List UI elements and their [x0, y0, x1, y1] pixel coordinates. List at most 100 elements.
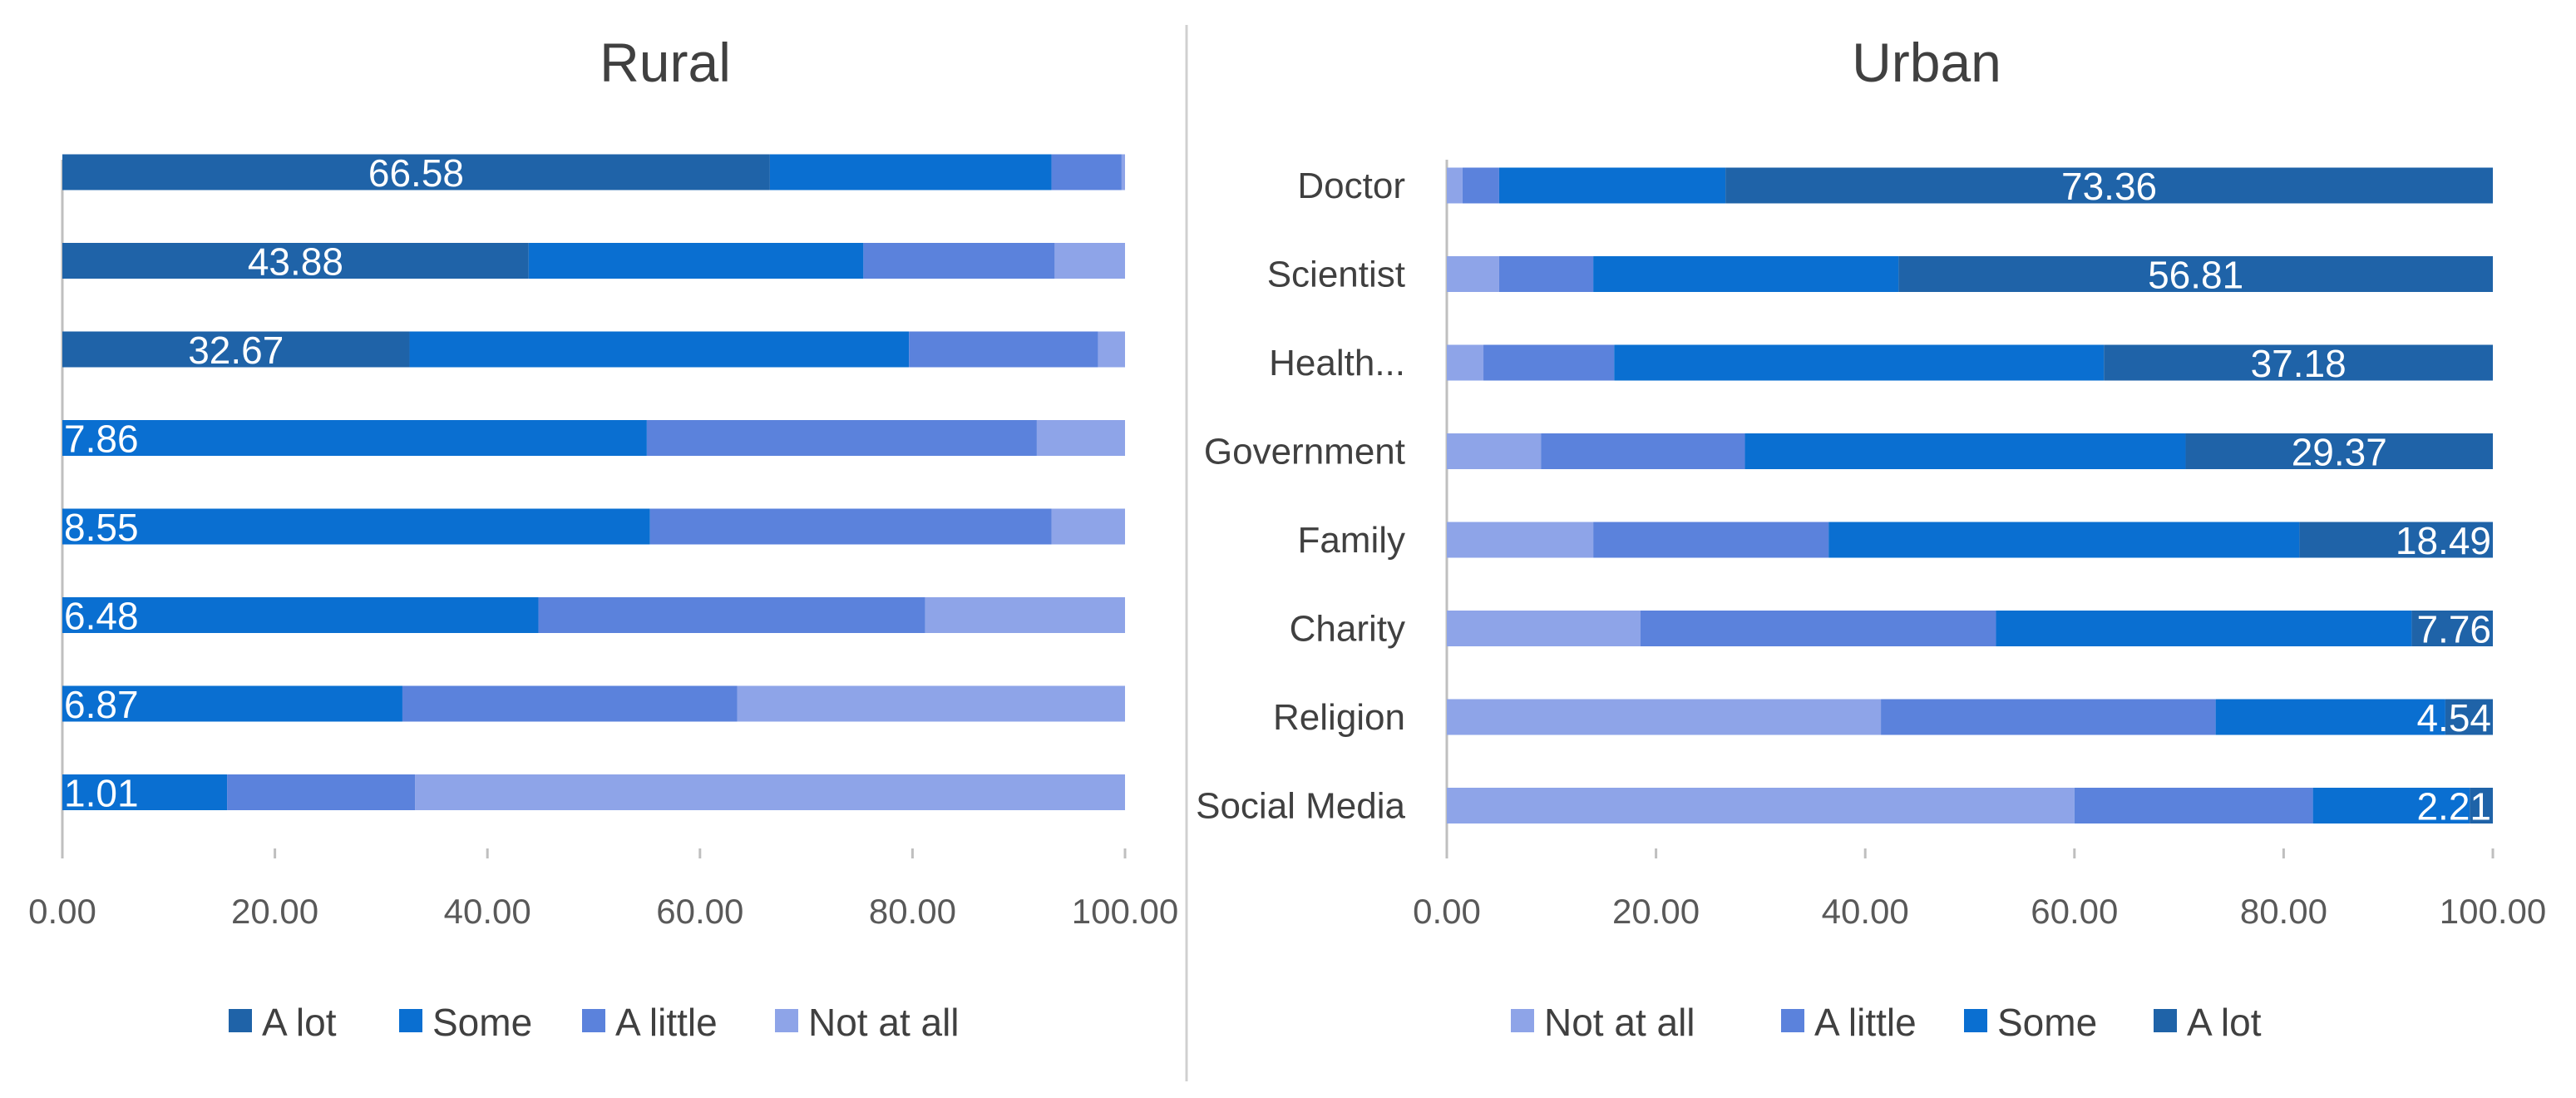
urban-data-label: 7.76 [2416, 608, 2491, 651]
urban-legend-swatch-a-little [1781, 1009, 1804, 1032]
rural-bar-a-little-scientist [863, 243, 1055, 279]
urban-bar-a-lot-social-media [2470, 788, 2493, 824]
rural-bar-a-little-doctor [1051, 154, 1122, 190]
urban-bar-some-scientist [1593, 256, 1899, 292]
urban-chart: Urban 0.00 20.00 40.00 60.00 80.00 100.00 Docto… [1196, 32, 2546, 1044]
rural-data-label: 66.58 [368, 151, 464, 195]
rural-data-label: 6.87 [64, 683, 139, 726]
urban-x-tick-label: 60.00 [2031, 892, 2118, 931]
rural-x-tick-label: 40.00 [444, 892, 531, 931]
rural-data-label: 1.01 [64, 772, 139, 815]
urban-bar-a-little-scientist [1498, 256, 1594, 292]
urban-category-label: Scientist [1267, 255, 1405, 295]
rural-legend-label-not-at-all: Not at all [808, 1001, 960, 1044]
rural-data-label: 43.88 [248, 240, 343, 284]
urban-x-tick-label: 100.00 [2440, 892, 2546, 931]
rural-x-tick-label: 20.00 [231, 892, 318, 931]
urban-bar-not-at-all-charity [1447, 611, 1641, 646]
rural-bar-some-doctor [769, 154, 1052, 190]
urban-bar-a-lot-religion [2445, 699, 2493, 735]
rural-bar-not-at-all-charity [925, 597, 1125, 633]
rural-legend-label-some: Some [432, 1001, 532, 1044]
rural-legend-label-a-little: A little [615, 1001, 718, 1044]
urban-x-tick-label: 80.00 [2240, 892, 2327, 931]
rural-data-label: 32.67 [188, 329, 284, 372]
rural-bar-a-lot-doctor [62, 154, 770, 190]
urban-bar-not-at-all-health [1447, 344, 1484, 381]
urban-bar-a-little-doctor [1462, 167, 1499, 204]
rural-legend-swatch-some [399, 1009, 422, 1032]
urban-category-label: Doctor [1297, 166, 1405, 206]
urban-bar-a-lot-health [2104, 344, 2493, 381]
urban-bar-not-at-all-family [1447, 522, 1594, 558]
urban-bar-some-doctor [1498, 167, 1726, 204]
rural-bar-a-lot-scientist [62, 243, 529, 279]
rural-data-label: 6.48 [64, 595, 139, 638]
urban-bar-not-at-all-social-media [1447, 788, 2075, 824]
urban-category-label: Government [1204, 432, 1405, 472]
rural-bar-some-health [409, 331, 910, 368]
urban-bar-some-family [1828, 522, 2300, 558]
urban-data-label: 4.54 [2416, 696, 2491, 739]
urban-category-label: Charity [1290, 609, 1405, 650]
urban-x-tick-label: 0.00 [1413, 892, 1481, 931]
rural-bar-a-lot-health [62, 331, 410, 368]
urban-bar-a-little-family [1593, 522, 1829, 558]
rural-bar-a-little-religion [402, 685, 738, 722]
rural-chart-title: Rural [600, 32, 731, 93]
rural-bar-not-at-all-doctor [1121, 154, 1125, 190]
urban-bar-some-health [1614, 344, 2105, 381]
rural-x-tick-label: 60.00 [656, 892, 743, 931]
urban-bar-a-little-social-media [2074, 788, 2313, 824]
urban-bar-some-charity [1996, 611, 2412, 646]
urban-bar-a-lot-doctor [1725, 167, 2493, 204]
urban-legend-label-a-little: A little [1814, 1001, 1917, 1044]
rural-bar-a-little-government [646, 420, 1037, 456]
urban-legend-swatch-some [1964, 1009, 1987, 1032]
urban-data-label: 29.37 [2292, 431, 2387, 474]
rural-legend-swatch-not-at-all [775, 1009, 798, 1032]
urban-data-label: 73.36 [2061, 165, 2157, 208]
urban-data-label: 2.21 [2416, 785, 2491, 828]
urban-legend-label-a-lot: A lot [2187, 1001, 2262, 1044]
rural-bar-a-little-charity [538, 597, 925, 633]
urban-category-label: Family [1297, 520, 1405, 561]
rural-legend-swatch-a-little [582, 1009, 605, 1032]
urban-category-label: Religion [1273, 697, 1405, 738]
rural-bar-a-little-family [649, 508, 1052, 545]
urban-data-label: 18.49 [2396, 519, 2491, 562]
rural-x-tick-label: 0.00 [28, 892, 96, 931]
urban-bar-not-at-all-government [1447, 433, 1542, 469]
urban-bar-a-little-charity [1640, 611, 1996, 646]
rural-bar-not-at-all-religion [737, 685, 1125, 722]
urban-bar-a-lot-government [2185, 433, 2493, 469]
urban-category-label: Social Media [1196, 786, 1405, 827]
rural-x-tick-label: 80.00 [869, 892, 956, 931]
rural-bar-a-little-social-media [227, 774, 416, 810]
rural-data-label: 8.55 [64, 506, 139, 549]
rural-chart: Rural 0.00 20.00 40.00 60.00 80.00 100.00 66.58… [28, 32, 1178, 1044]
urban-legend-label-not-at-all: Not at all [1544, 1001, 1695, 1044]
urban-bar-some-government [1744, 433, 2186, 469]
rural-x-tick-label: 100.00 [1072, 892, 1178, 931]
urban-data-label: 37.18 [2251, 342, 2347, 385]
rural-bar-not-at-all-family [1051, 508, 1125, 545]
rural-bar-a-little-health [909, 331, 1098, 368]
rural-bar-not-at-all-government [1036, 420, 1125, 456]
urban-data-label: 56.81 [2148, 254, 2243, 297]
urban-legend-label-some: Some [1997, 1001, 2097, 1044]
urban-bar-some-religion [2215, 699, 2445, 735]
urban-legend-swatch-a-lot [2154, 1009, 2177, 1032]
rural-bar-some-religion [62, 685, 402, 722]
rural-legend-label-a-lot: A lot [262, 1001, 337, 1044]
urban-legend-swatch-not-at-all [1511, 1009, 1534, 1032]
rural-bar-not-at-all-scientist [1054, 243, 1125, 279]
urban-bar-a-little-government [1541, 433, 1745, 469]
rural-bar-some-social-media [62, 774, 228, 810]
urban-bar-a-lot-family [2299, 522, 2493, 558]
urban-x-tick-label: 20.00 [1612, 892, 1700, 931]
rural-legend-swatch-a-lot [229, 1009, 252, 1032]
urban-bar-a-lot-charity [2411, 611, 2493, 646]
urban-category-label: Health... [1269, 343, 1405, 383]
